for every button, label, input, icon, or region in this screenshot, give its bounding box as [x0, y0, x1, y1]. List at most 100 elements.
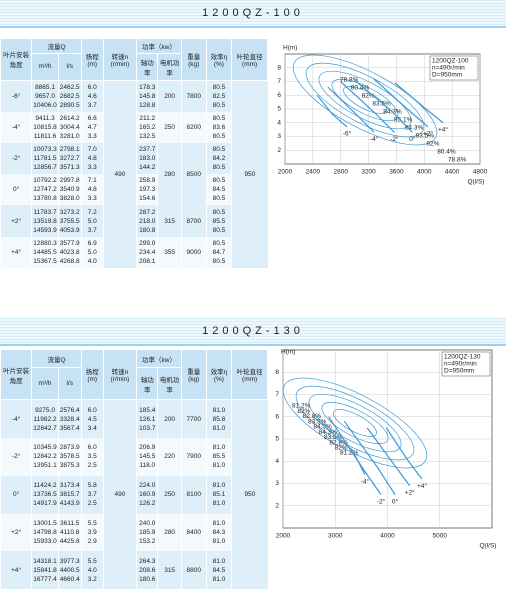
cell-line: 2997.8 — [59, 177, 80, 185]
cell: 81.0 85.1 81.0 — [205, 475, 232, 514]
cell-line: 3173.4 — [59, 482, 80, 490]
cell-line: 3.7 — [87, 491, 97, 499]
info-text: n=490r/min — [444, 361, 477, 368]
cell: 5.8 3.7 2.5 — [80, 475, 104, 514]
cell-line: 3755.5 — [59, 217, 80, 225]
cell: 81.0 85.5 81.0 — [205, 438, 232, 476]
group-row: +4° 12880.3 14485.5 15367.5 3577.9 4023.8 4268… — [0, 236, 268, 268]
cell: 9411.3 10815.8 11811.6 — [31, 111, 59, 144]
efficiency-contour — [305, 62, 425, 138]
cell: 200 — [157, 80, 182, 112]
cell: 81.0 84.5 81.0 — [205, 551, 232, 589]
cell: 12880.3 14485.5 15367.5 — [31, 236, 59, 268]
cell-line: 9275.0 — [35, 406, 55, 414]
cell-line: 4110.8 — [60, 528, 80, 536]
cell: 2576.4 3328.4 3567.4 — [57, 399, 82, 439]
efficiency-label: 84.3% — [405, 125, 424, 132]
curve-label: -2° — [377, 497, 386, 505]
cell-line: 4400.5 — [59, 566, 80, 574]
cell-line: 2576.4 — [59, 406, 80, 414]
cell-line: 287.2 — [139, 208, 156, 216]
cell-line: 80.5 — [212, 132, 226, 140]
hq-curve — [366, 427, 411, 487]
curve-label: -4° — [361, 477, 370, 485]
cell: 6.6 4.7 3.3 — [80, 111, 104, 144]
cell: 80.5 82.5 80.5 — [205, 80, 232, 112]
cell: 280 — [157, 513, 182, 552]
efficiency-label: 82% — [426, 141, 439, 148]
cell-line: 3578.5 — [59, 453, 80, 461]
cell: 315 — [157, 551, 182, 589]
cell-line: 13001.5 — [33, 519, 57, 527]
info-text: 1200QZ-130 — [444, 354, 481, 361]
x-tick-label: 2400 — [306, 169, 321, 176]
cell: 7900 — [180, 438, 207, 476]
cell: 7.0 4.8 3.3 — [80, 143, 104, 175]
hq-curve — [327, 86, 375, 133]
cell: 7700 — [180, 399, 207, 439]
cell-line: 82.5 — [212, 92, 226, 100]
cell-line: 3577.9 — [59, 239, 80, 247]
efficiency-contour — [318, 70, 412, 130]
cell-line: 4.8 — [87, 186, 97, 194]
cell-line: 12842.2 — [33, 453, 57, 461]
info-text: D=950mm — [444, 368, 474, 375]
cell-line: 3.3 — [87, 132, 97, 140]
performance-chart: 2000 3000 4000 5000 2 3 4 5 6 7 8 H(m) Q(l/S) 1200QZ-… — [275, 349, 496, 550]
cell-line: 4053.9 — [59, 226, 80, 234]
header-cell: m³/h — [31, 53, 59, 81]
y-axis-label: H(m) — [281, 349, 295, 356]
cell-line: 5.8 — [87, 482, 97, 490]
cell-line: 234.4 — [139, 248, 156, 256]
cell-line: 3.3 — [87, 164, 97, 172]
cell: 0° — [0, 174, 32, 206]
header-cell: 功率（kw） — [136, 37, 182, 55]
cell: 178.3 145.8 128.8 — [136, 80, 158, 112]
cell-line: 6.0 — [87, 444, 97, 452]
cell-line: 7.1 — [87, 177, 97, 185]
header-cell: 叶轮直径 (mm) — [231, 348, 268, 401]
header-cell: 重量 (kg) — [180, 38, 207, 81]
hq-curve — [340, 81, 395, 133]
performance-chart: 2000 2400 2800 3200 3600 4000 4400 4800 2 3 4 5 6 7 8 H… — [277, 45, 488, 186]
cell-line: 12747.2 — [33, 186, 57, 194]
cell-line: 3875.3 — [59, 462, 80, 470]
cell: 0° — [0, 475, 32, 514]
y-tick-label: 6 — [275, 413, 279, 420]
cell-line: 85.5 — [212, 217, 226, 225]
cell: 11424.2 13736.5 14917.9 — [31, 475, 59, 514]
cell: 2873.9 3578.5 3875.3 — [57, 438, 82, 476]
cell: 2462.5 2682.5 2890.5 — [57, 80, 82, 112]
curve-label: +4° — [417, 482, 427, 490]
header-cell: 轴功率 — [136, 367, 159, 401]
x-tick-label: 4800 — [473, 169, 488, 176]
cell-line: 3977.3 — [59, 557, 80, 565]
cell-line: 4143.9 — [59, 500, 80, 508]
hq-curve — [343, 420, 396, 495]
cell-line: 2614.2 — [59, 114, 80, 122]
group-row: +2° 13001.5 14798.8 15933.0 3611.5 4110.8 4425… — [0, 513, 268, 552]
group-row: +4° 14318.1 15841.8 16777.4 3977.3 4400.5 4660… — [0, 551, 268, 589]
cell-line: 2.5 — [87, 500, 97, 508]
cell-line: 15367.5 — [33, 257, 57, 265]
cell: 81.0 84.3 81.0 — [205, 513, 232, 552]
cell-line: 6.0 — [87, 406, 97, 414]
info-box — [429, 55, 479, 81]
cell-line: 84.3 — [212, 528, 226, 536]
info-text: 1200QZ-100 — [432, 58, 469, 65]
header-cell: 流量Q — [31, 37, 82, 55]
cell: 8400 — [180, 513, 207, 552]
cell: 80.5 83.6 80.5 — [205, 111, 232, 144]
cell-line: 84.7 — [212, 248, 226, 256]
cell-line: 2873.9 — [59, 444, 80, 452]
cell: 2798.1 3272.7 3571.3 — [57, 143, 82, 175]
cell: 80.5 84.2 80.5 — [205, 143, 232, 175]
y-tick-label: 7 — [275, 391, 279, 398]
efficiency-label: 83.5% — [308, 418, 327, 425]
cell-line: 81.0 — [212, 500, 226, 508]
efficiency-label: 83.5% — [416, 133, 435, 140]
efficiency-label: 81.2% — [340, 450, 359, 457]
efficiency-label: 78.8% — [340, 77, 359, 84]
header-cell: 叶片安装角度 — [0, 38, 33, 81]
